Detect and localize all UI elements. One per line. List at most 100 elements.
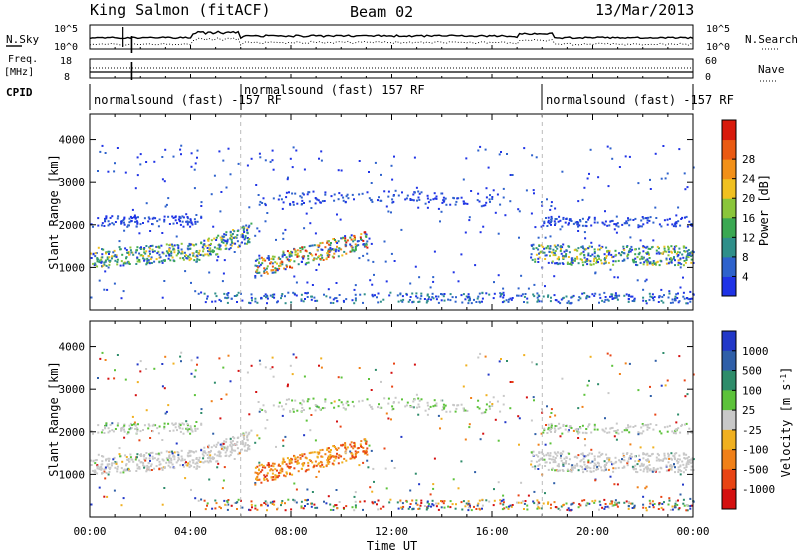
power-point [143,251,146,254]
cpid-segment-3: normalsound (fast) -157 RF [546,93,734,107]
power-point [639,261,642,264]
velocity-point [607,468,610,471]
velocity-point [336,420,338,423]
nsearch-label: N.Search [745,33,798,46]
power-point [509,174,512,176]
velocity-point [657,454,660,457]
power-point [164,259,166,262]
velocity-point [652,468,655,471]
velocity-point [587,461,590,464]
power-point [648,257,651,259]
power-point [429,286,432,289]
power-point [165,203,168,206]
power-point [248,241,251,244]
velocity-point [653,503,656,505]
power-point [556,247,559,250]
velocity-point [227,503,230,506]
velocity-point [544,492,546,495]
power-point [108,223,111,226]
velocity-point [92,469,95,472]
power-point [300,299,303,302]
velocity-point [269,367,272,370]
power-point [604,257,606,259]
velocity-point [249,509,252,512]
velocity-point [125,463,128,466]
velocity-point [625,453,628,455]
power-point [577,247,580,250]
power-point [151,248,154,251]
power-point [281,293,284,295]
velocity-point [130,426,133,429]
velocity-point [520,501,523,504]
velocity-point [538,452,541,454]
power-point [383,190,386,193]
velocity-point [207,457,209,459]
velocity-point [164,355,167,358]
power-point [636,256,639,259]
velocity-point [526,508,529,511]
velocity-point [338,501,341,503]
velocity-point [149,465,152,468]
power-point [537,248,540,251]
velocity-point [586,502,589,505]
velocity-point [354,504,357,507]
power-point [307,257,310,260]
power-point [588,245,591,248]
power-point [167,215,170,218]
power-point [402,298,405,301]
velocity-point [275,445,277,448]
power-point [158,218,161,221]
power-point [598,248,601,251]
velocity-point [581,431,584,434]
power-point [592,260,595,263]
colorbar-frame [721,119,737,297]
velocity-point [593,428,596,431]
power-point [667,262,670,265]
power-point [138,232,141,235]
power-point [657,301,660,303]
power-point [536,300,539,303]
power-point [654,262,657,265]
velocity-point [186,428,189,431]
velocity-point [674,432,677,435]
power-point [177,252,179,255]
power-point [256,301,259,304]
power-point [577,262,580,265]
velocity-point [570,508,573,511]
velocity-point [478,499,481,502]
power-point [615,253,618,256]
power-point [291,251,294,254]
colorbar-swatch [722,276,736,297]
velocity-point [633,506,636,509]
power-point [173,260,176,263]
power-point [193,168,196,171]
power-point [219,210,222,213]
power-point [320,150,323,153]
power-point [603,258,606,261]
power-point [554,224,556,226]
velocity-point [204,508,207,511]
velocity-point [394,396,397,399]
velocity-point [598,500,601,503]
velocity-point [520,481,523,484]
colorbar-tick-label: 8 [742,251,749,264]
velocity-point [544,461,547,464]
power-point [489,194,491,197]
power-point [216,247,219,250]
velocity-point [537,506,540,509]
velocity-point [631,465,634,468]
power-point [204,245,207,248]
velocity-point [288,398,290,401]
velocity-point [317,453,320,456]
power-point [405,293,408,296]
power-point [273,293,276,296]
velocity-point [611,505,614,507]
velocity-point [113,456,116,459]
power-point [195,243,198,246]
power-point [689,298,692,300]
velocity-point [286,472,288,475]
power-point [640,225,643,228]
velocity-point [533,490,536,493]
velocity-point [468,423,471,426]
power-point [351,193,354,196]
